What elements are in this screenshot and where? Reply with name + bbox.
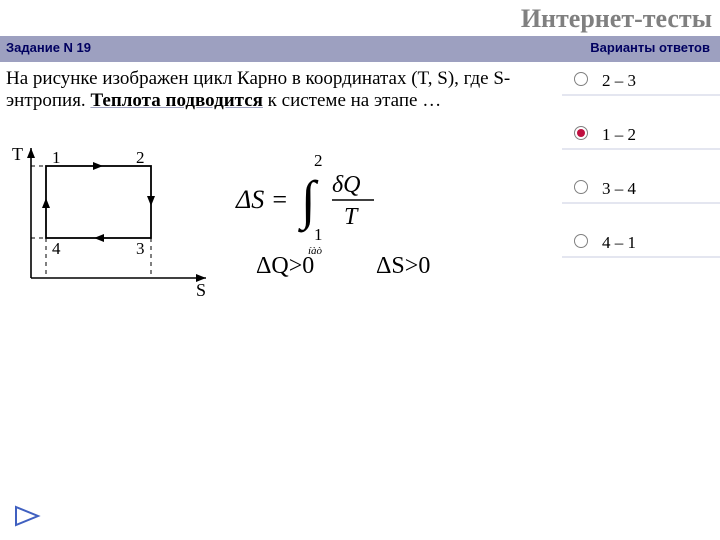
answers-header: Варианты ответов [590, 40, 710, 55]
question-text: На рисунке изображен цикл Карно в коорди… [6, 68, 546, 113]
nav-next-button[interactable] [12, 504, 42, 528]
header-bar: Задание N 19 Варианты ответов [0, 36, 720, 62]
answer-option-1[interactable]: 2 – 3 [562, 68, 720, 96]
answer-option-2[interactable]: 1 – 2 [562, 122, 720, 150]
cycle-point-3: 3 [136, 239, 145, 258]
cycle-point-2: 2 [136, 148, 145, 167]
answer-label: 4 – 1 [602, 233, 636, 252]
formula-int-to: 2 [314, 151, 323, 170]
radio-icon [574, 126, 588, 140]
carnot-diagram: T S 1 2 3 4 ΔS = 2 [6, 148, 536, 318]
answer-label: 2 – 3 [602, 71, 636, 90]
answer-option-4[interactable]: 4 – 1 [562, 230, 720, 258]
radio-icon [574, 72, 588, 86]
cycle-point-1: 1 [52, 148, 61, 167]
answers-list: 2 – 3 1 – 2 3 – 4 4 – 1 [562, 68, 720, 284]
radio-icon [574, 234, 588, 248]
inequality-ds: ΔS>0 [376, 253, 430, 279]
answer-label: 3 – 4 [602, 179, 636, 198]
inequality-dq: ΔQ>0 [256, 253, 314, 279]
formula-frac-top: δQ [332, 172, 361, 198]
site-title: Интернет-тесты [0, 4, 712, 34]
task-number: Задание N 19 [6, 40, 91, 55]
cycle-point-4: 4 [52, 239, 61, 258]
answer-option-3[interactable]: 3 – 4 [562, 176, 720, 204]
svg-text:∫: ∫ [298, 170, 319, 233]
play-icon [12, 504, 42, 528]
formula-lhs: ΔS = [235, 185, 288, 214]
entropy-formula: ΔS = 2 ∫ 1 íàò δQ T [235, 151, 374, 257]
figure-area: T S 1 2 3 4 ΔS = 2 [6, 148, 536, 318]
formula-frac-bot: T [344, 204, 359, 230]
axis-s-label: S [196, 280, 206, 300]
question-part2: к системе на этапе … [263, 90, 441, 111]
answer-label: 1 – 2 [602, 125, 636, 144]
axis-t-label: T [12, 148, 23, 164]
question-bold: Теплота подводится [90, 90, 262, 111]
radio-icon [574, 180, 588, 194]
formula-int-from: 1 [314, 225, 323, 244]
